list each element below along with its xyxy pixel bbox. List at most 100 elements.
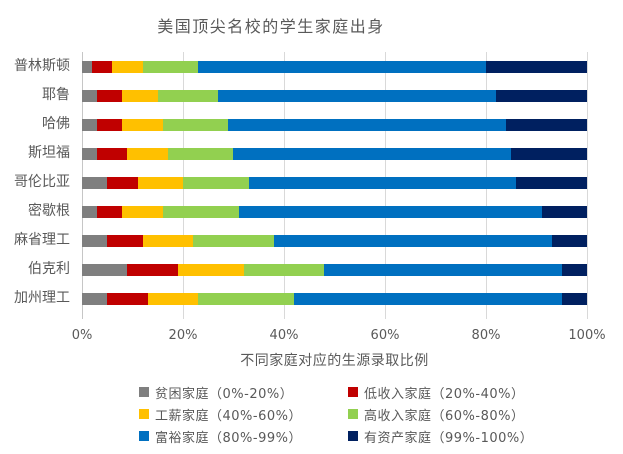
legend-item: 高收入家庭（60%-80%） [348,407,533,424]
bar-segment [162,205,239,218]
legend-item: 有资产家庭（99%-100%） [348,429,534,446]
bar-segment [82,234,108,247]
legend-swatch-icon [139,431,149,441]
bar-segment [273,234,552,247]
category-label: 伯克利 [28,261,70,277]
bar-segment [177,263,244,276]
bar-segment [516,176,587,189]
bar-segment [82,176,108,189]
bar-segment [122,118,163,131]
bar-segment [82,60,93,73]
bar-segment [97,89,123,102]
category-label: 麻省理工 [14,232,70,248]
bar-segment [142,60,199,73]
bar-segment [107,292,148,305]
category-label: 加州理工 [14,290,70,306]
bar-row [82,263,587,276]
legend-swatch-icon [139,409,149,419]
bar-segment [97,205,123,218]
bar-segment [294,292,562,305]
legend-item: 贫困家庭（0%-20%） [139,385,348,402]
bar-segment [541,205,587,218]
bar-segment [162,118,229,131]
legend: 贫困家庭（0%-20%） 低收入家庭（20%-40%） 工薪家庭（40%-60%） 高… [139,385,534,446]
gridline [586,52,588,319]
bar-segment [127,263,178,276]
bar-segment [324,263,562,276]
x-tick-label: 80% [471,328,501,343]
bar-segment [82,118,98,131]
category-label: 耶鲁 [42,87,70,103]
bar-segment [122,205,163,218]
x-axis-tick-labels: 0% 20% 40% 60% 80% 100% [72,328,606,344]
category-label: 普林斯顿 [14,58,70,74]
bar-segment [182,176,249,189]
bar-segment [228,118,507,131]
bar-row [82,292,587,305]
legend-swatch-icon [348,431,358,441]
bar-segment [112,60,143,73]
category-label: 密歇根 [28,203,70,219]
bar-segment [551,234,587,247]
bar-segment [107,176,138,189]
bar-segment [485,60,587,73]
legend-swatch-icon [348,387,358,397]
bar-segment [92,60,113,73]
bar-segment [233,147,512,160]
legend-label: 高收入家庭（60%-80%） [364,408,525,424]
bar-segment [496,89,587,102]
x-tick-label: 0% [71,328,93,343]
bar-segment [561,292,587,305]
plot-area [82,52,588,319]
bar-segment [82,263,128,276]
category-label: 斯坦福 [28,145,70,161]
bar-segment [122,89,158,102]
bar-row [82,60,587,73]
bar-segment [82,205,98,218]
chart-title: 美国顶尖名校的学生家庭出身 [157,17,385,36]
bar-segment [142,234,194,247]
bar-segment [157,89,219,102]
bar-segment [248,176,517,189]
bar-segment [198,292,295,305]
bar-segment [137,176,183,189]
bar-segment [198,60,486,73]
legend-label: 贫困家庭（0%-20%） [155,386,294,402]
x-tick-label: 100% [568,328,606,343]
bar-segment [511,147,587,160]
legend-swatch-icon [139,387,149,397]
bar-row [82,176,587,189]
legend-label: 富裕家庭（80%-99%） [155,430,302,446]
bar-segment [107,234,143,247]
legend-label: 低收入家庭（20%-40%） [364,386,525,402]
bar-segment [193,234,274,247]
bar-segment [167,147,234,160]
legend-item: 富裕家庭（80%-99%） [139,429,348,446]
bar-segment [127,147,168,160]
bar-segment [97,118,123,131]
legend-label: 有资产家庭（99%-100%） [364,430,534,446]
category-axis-labels: 普林斯顿 耶鲁 哈佛 斯坦福 哥伦比亚 密歇根 麻省理工 伯克利 加州理工 [0,52,70,313]
category-label: 哥伦比亚 [14,174,70,190]
bar-row [82,89,587,102]
bar-segment [82,147,98,160]
legend-label: 工薪家庭（40%-60%） [155,408,302,424]
x-axis-title: 不同家庭对应的生源录取比例 [240,353,429,369]
legend-item: 低收入家庭（20%-40%） [348,385,533,402]
legend-swatch-icon [348,409,358,419]
bar-segment [82,292,108,305]
x-tick-label: 20% [168,328,198,343]
bar-segment [97,147,128,160]
bar-segment [147,292,199,305]
bar-segment [82,89,98,102]
bar-segment [238,205,542,218]
bar-segment [243,263,325,276]
bar-row [82,234,587,247]
x-tick-label: 60% [370,328,400,343]
bar-row [82,147,587,160]
legend-item: 工薪家庭（40%-60%） [139,407,348,424]
x-tick-label: 40% [269,328,299,343]
bar-segment [218,89,497,102]
bar-row [82,118,587,131]
